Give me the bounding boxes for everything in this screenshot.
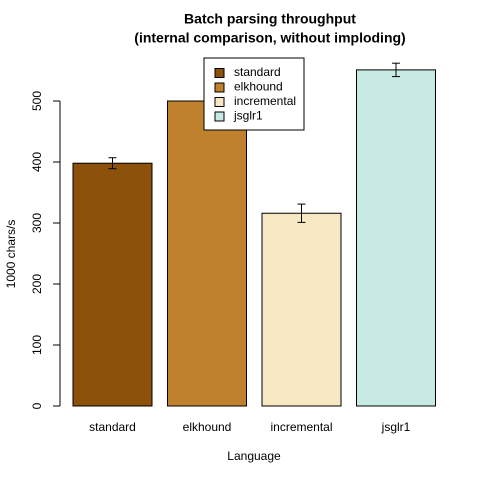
legend-label: standard	[234, 65, 281, 79]
y-axis-label: 1000 chars/s	[4, 220, 18, 289]
error-bar	[108, 157, 117, 170]
legend-swatch	[214, 68, 225, 78]
y-tick-label: 500	[30, 91, 44, 111]
legend-label: jsglr1	[233, 109, 263, 123]
bar	[72, 162, 153, 407]
x-tick-label: elkhound	[183, 420, 232, 434]
y-tick-label: 200	[30, 274, 44, 294]
bar	[167, 100, 247, 407]
x-tick-label: standard	[89, 420, 136, 434]
error-bar	[297, 203, 306, 223]
y-tick-label: 300	[30, 213, 44, 233]
chart-subtitle: (internal comparison, without imploding)	[134, 30, 405, 46]
y-tick-label: 0	[30, 402, 44, 409]
bar	[356, 69, 436, 407]
x-axis-label: Language	[227, 449, 281, 463]
legend-swatch	[214, 111, 225, 122]
y-tick-label: 100	[30, 335, 44, 355]
chart-title: Batch parsing throughput	[184, 11, 356, 27]
error-bar	[392, 62, 400, 78]
legend-label: incremental	[234, 94, 296, 108]
bar	[261, 212, 342, 407]
y-tick-label: 400	[30, 152, 44, 172]
legend-label: elkhound	[234, 80, 283, 94]
legend-swatch	[214, 82, 225, 93]
x-tick-label: incremental	[270, 420, 332, 434]
x-tick-label: jsglr1	[381, 420, 411, 434]
legend-swatch	[214, 97, 225, 107]
